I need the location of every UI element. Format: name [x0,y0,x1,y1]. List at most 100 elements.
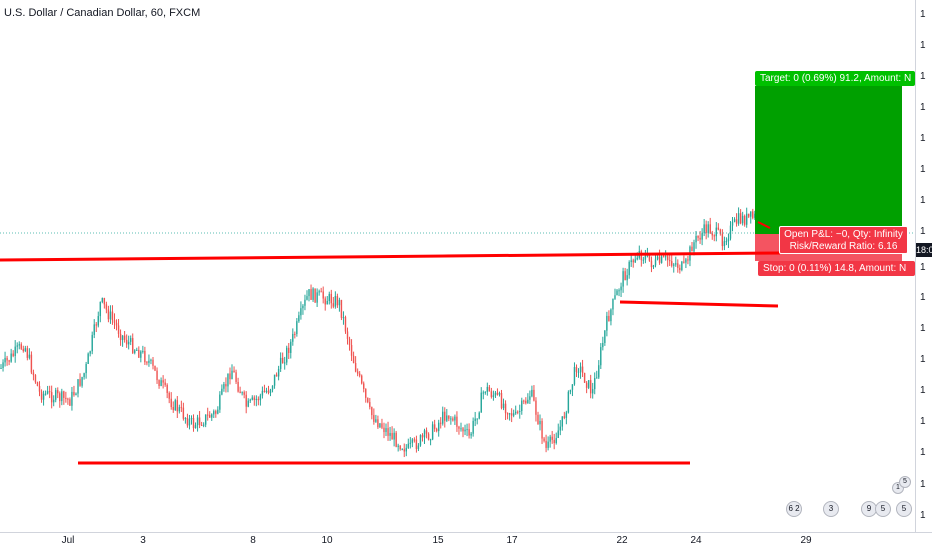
candle-body [346,331,349,339]
price-tick-label: 1 [920,9,926,20]
candle-body [336,296,339,306]
candle-body [237,381,239,392]
candle-body [450,418,452,420]
event-marker-1[interactable]: 3 [823,501,839,517]
candle-body [97,316,99,326]
candle-body [146,362,148,364]
candle-body [452,418,454,421]
candle-body [557,430,559,438]
candle-body [69,399,71,406]
candle-body [298,315,300,322]
candle-body [371,407,373,416]
event-marker-6[interactable]: 5 [899,476,911,488]
candle-body [245,394,247,407]
candle-body [519,410,521,412]
candle-body [312,288,314,300]
candle-body [75,393,77,396]
candle-body [648,254,651,261]
candle-body [521,400,523,411]
candle-body [537,414,539,425]
candle-body [541,420,543,439]
event-marker-3[interactable]: 5 [875,501,891,517]
time-tick-label: 17 [506,535,518,546]
candle-body [618,290,620,292]
candle-body [247,400,249,407]
candle-body [152,359,154,366]
candle-body [741,215,744,224]
candle-body [565,412,568,418]
candle-body [91,334,93,352]
candle-body [502,403,505,409]
support-trendline-upper[interactable] [619,300,779,308]
price-tick-label: 1 [920,226,926,237]
candle-body [292,333,294,342]
candle-body [227,373,229,387]
candle-body [600,347,602,366]
pnl-box[interactable]: Open P&L: −0, Qty: Infinity Risk/Reward … [779,226,908,254]
candle-body [571,384,574,390]
candle-body [184,417,187,419]
candle-body [164,382,166,385]
candle-body [585,382,588,388]
candle-body [628,261,630,276]
candle-body [731,221,734,226]
time-tick-label: 3 [140,535,146,546]
candle-body [213,411,215,415]
candle-body [660,256,663,263]
candle-body [444,411,446,421]
candle-body [170,398,172,408]
candle-body [484,391,487,393]
candle-body [221,388,223,395]
candle-body [136,349,138,351]
candle-body [168,392,170,399]
candle-body [567,391,570,413]
candle-body [409,442,412,444]
candle-body [158,380,160,386]
candle-body [573,367,576,385]
price-tick-label: 1 [920,354,926,365]
entry-arrow-line[interactable] [757,221,771,229]
candle-body [132,338,134,353]
event-marker-0[interactable]: 6 2 [786,501,802,517]
event-marker-4[interactable]: 5 [896,501,912,517]
candle-body [705,224,707,234]
candle-body [480,392,482,413]
candle-body [652,265,655,268]
candle-body [356,371,359,374]
chart-title: U.S. Dollar / Canadian Dollar, 60, FXCM [4,7,201,19]
candle-body [172,407,174,411]
stop-label[interactable]: Stop: 0 (0.11%) 14.8, Amount: N [758,261,915,276]
candle-body [281,357,284,364]
candle-body [431,424,434,440]
candle-body [89,351,91,354]
candle-body [22,348,25,352]
candle-body [411,439,414,443]
candle-body [119,333,122,341]
candle-body [103,297,106,305]
time-tick-label: Jul [61,535,75,546]
candle-body [721,233,724,247]
candle-body [241,392,243,394]
candle-body [717,227,720,230]
candle-body [40,391,43,400]
candle-body [271,385,274,390]
target-label[interactable]: Target: 0 (0.69%) 91.2, Amount: N [755,71,915,86]
candle-body [535,400,537,415]
candle-body [752,211,754,218]
resistance-trendline[interactable] [0,251,781,262]
candle-body [211,414,213,418]
candle-body [144,351,146,363]
candle-body [385,428,387,433]
target-zone[interactable] [755,86,902,234]
candle-body [239,391,241,394]
candle-body [28,354,31,358]
candle-body [340,299,343,318]
candle-body [691,246,693,252]
candle-body [442,411,444,424]
candle-body [314,288,316,303]
candle-body [701,233,703,240]
candle-body [12,353,14,356]
candle-body [750,211,752,217]
